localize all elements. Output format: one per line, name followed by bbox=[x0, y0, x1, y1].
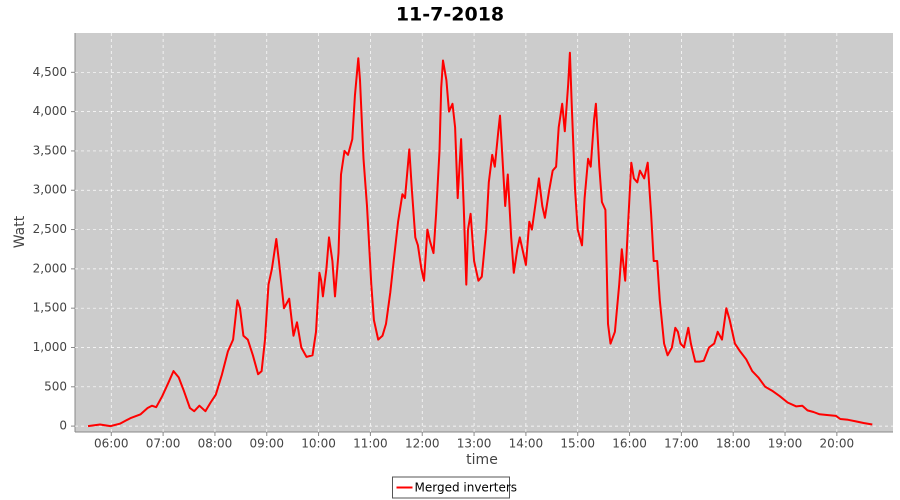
x-tick-label: 10:00 bbox=[301, 437, 336, 451]
y-tick-label: 1,500 bbox=[33, 301, 67, 315]
x-tick-label: 14:00 bbox=[509, 437, 544, 451]
x-tick-label: 12:00 bbox=[405, 437, 440, 451]
y-tick-label: 500 bbox=[44, 379, 67, 393]
y-tick-label: 4,500 bbox=[33, 65, 67, 79]
y-tick-label: 3,000 bbox=[33, 183, 67, 197]
y-tick-label: 2,500 bbox=[33, 222, 67, 236]
y-tick-label: 1,000 bbox=[33, 340, 67, 354]
x-tick-label: 18:00 bbox=[716, 437, 751, 451]
y-tick-label: 3,500 bbox=[33, 143, 67, 157]
legend-box bbox=[392, 476, 510, 499]
x-tick-label: 13:00 bbox=[457, 437, 492, 451]
x-tick-label: 09:00 bbox=[249, 437, 284, 451]
chart-title: 11-7-2018 bbox=[396, 4, 504, 26]
plot-area bbox=[75, 33, 893, 432]
y-tick-label: 2,000 bbox=[33, 261, 67, 275]
x-tick-label: 16:00 bbox=[612, 437, 647, 451]
x-tick-label: 07:00 bbox=[146, 437, 181, 451]
x-tick-label: 06:00 bbox=[94, 437, 129, 451]
y-tick-label: 4,000 bbox=[33, 104, 67, 118]
x-tick-label: 08:00 bbox=[198, 437, 233, 451]
legend-label: Merged inverters bbox=[415, 481, 518, 495]
x-tick-label: 19:00 bbox=[768, 437, 803, 451]
x-tick-label: 20:00 bbox=[820, 437, 855, 451]
y-axis-label: Watt bbox=[12, 215, 28, 248]
x-axis-label: time bbox=[466, 452, 498, 468]
x-tick-label: 15:00 bbox=[560, 437, 595, 451]
legend: Merged inverters bbox=[392, 476, 518, 499]
x-tick-label: 11:00 bbox=[353, 437, 388, 451]
x-tick-label: 17:00 bbox=[664, 437, 699, 451]
line-series bbox=[87, 51, 873, 428]
y-tick-label: 0 bbox=[59, 419, 67, 433]
